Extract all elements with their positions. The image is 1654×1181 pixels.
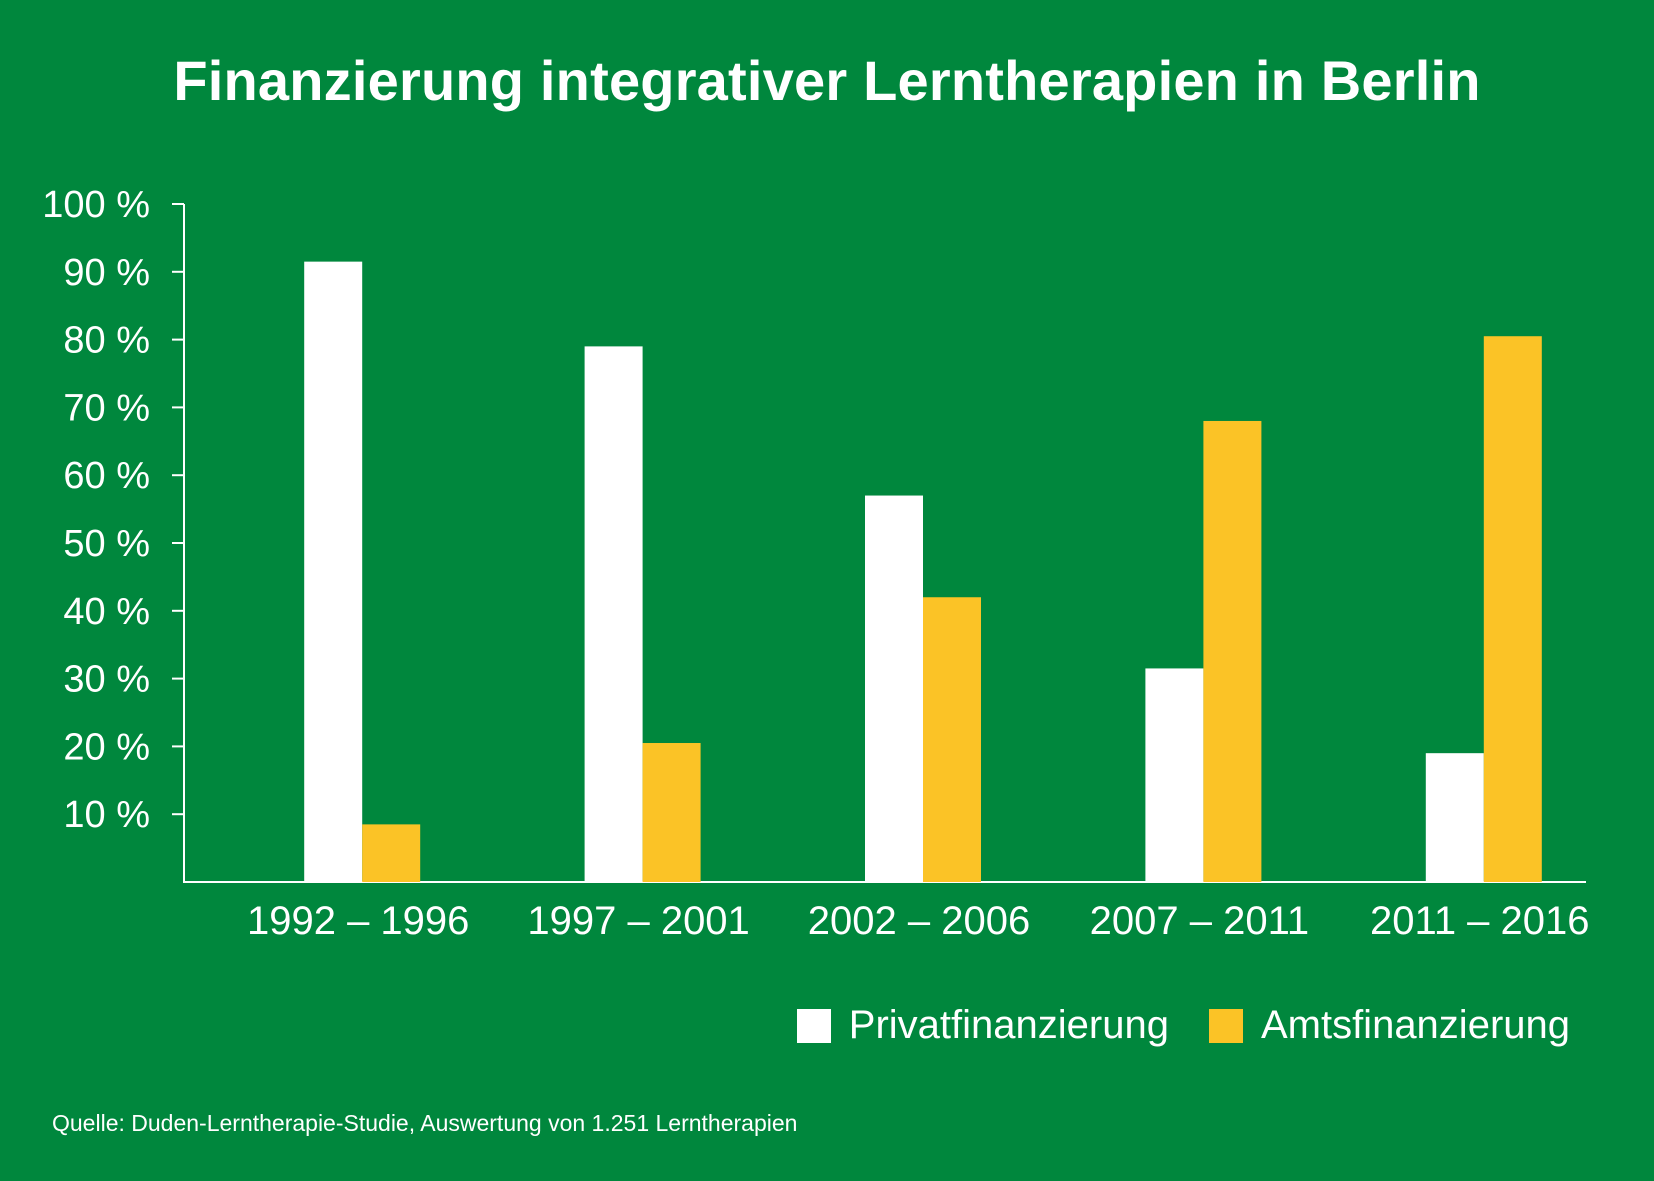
y-tick-label: 100 % <box>42 184 150 226</box>
legend-item-amt: Amtsfinanzierung <box>1208 1003 1570 1048</box>
y-tick-label: 30 % <box>63 659 150 701</box>
y-tick-label: 20 % <box>63 726 150 768</box>
x-category-label: 2007 – 2011 <box>1090 899 1309 943</box>
legend-swatch-privat <box>796 1008 831 1043</box>
bar-privat <box>1425 753 1484 882</box>
labels: 10 % 20 % 30 % 40 % 50 % 60 % 70 % 80 % 90 % 100 … <box>42 184 1589 943</box>
bar-privat <box>1145 668 1204 882</box>
chart-title: Finanzierung integrativer Lerntherapien … <box>173 49 1481 112</box>
legend-label-amt: Amtsfinanzierung <box>1260 1003 1570 1047</box>
y-tick-label: 80 % <box>63 320 150 362</box>
y-tick-label: 50 % <box>63 523 150 565</box>
x-category-label: 1997 – 2001 <box>527 899 749 943</box>
x-category-label: 2011 – 2016 <box>1370 899 1589 943</box>
source-note: Quelle: Duden-Lerntherapie-Studie, Auswe… <box>52 1110 798 1136</box>
x-category-label: 2002 – 2006 <box>808 899 1030 943</box>
bar-amt <box>923 597 981 882</box>
bar-amt <box>642 743 701 882</box>
legend-item-privat: Privatfinanzierung <box>796 1003 1169 1048</box>
bar-privat <box>584 346 643 882</box>
legend: Privatfinanzierung Amtsfinanzierung <box>757 1003 1570 1048</box>
y-tick-label: 60 % <box>63 455 150 497</box>
bar-chart: 10 % 20 % 30 % 40 % 50 % 60 % 70 % 80 % 90 % 100 … <box>42 184 1589 943</box>
y-tick-label: 40 % <box>63 591 150 633</box>
bar-privat <box>865 495 923 882</box>
bars <box>304 261 1542 883</box>
bar-privat <box>304 261 363 882</box>
bar-amt <box>1203 420 1262 882</box>
y-tick-label: 90 % <box>63 252 150 294</box>
legend-label-privat: Privatfinanzierung <box>848 1003 1169 1047</box>
x-category-label: 1992 – 1996 <box>247 899 469 943</box>
bar-amt <box>362 824 421 882</box>
y-tick-label: 10 % <box>63 794 150 836</box>
legend-swatch-amt <box>1208 1008 1243 1043</box>
y-tick-label: 70 % <box>63 387 150 429</box>
bar-amt <box>1483 336 1542 883</box>
